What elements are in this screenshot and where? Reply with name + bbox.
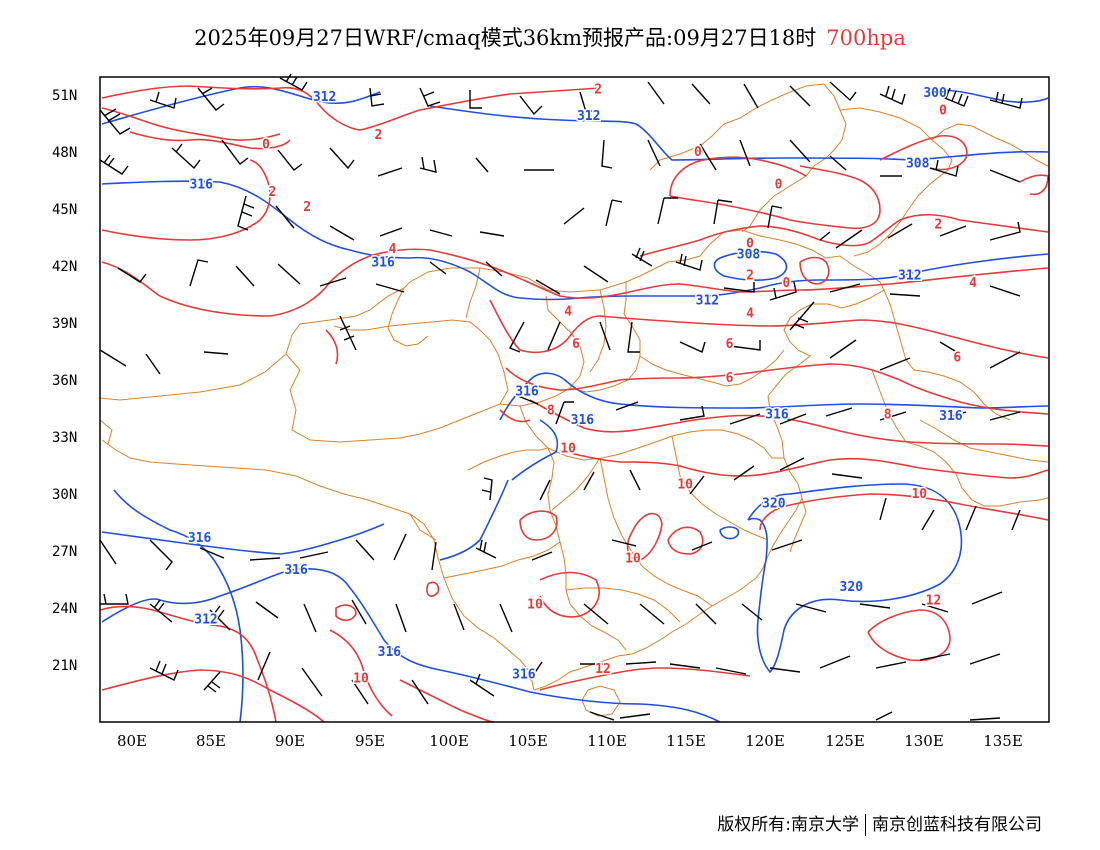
lon-label: 115E [666, 732, 706, 750]
lon-label: 90E [274, 732, 306, 750]
lon-label: 95E [354, 732, 386, 750]
geopotential-contour-label: 312 [313, 90, 336, 105]
lon-label: 100E [429, 732, 469, 750]
temperature-contour-label: 2 [374, 128, 382, 143]
temperature-contour-label: 2 [303, 200, 311, 215]
lon-label: 125E [825, 732, 865, 750]
lat-label: 39N [52, 316, 78, 332]
temperature-contour-label: 8 [884, 407, 892, 422]
temperature-contour-label: 0 [782, 276, 790, 291]
lon-label: 105E [508, 732, 548, 750]
temperature-contour-label: 0 [775, 177, 783, 192]
temperature-contour-label: 2 [268, 185, 276, 200]
temperature-contour-label: 2 [594, 82, 602, 97]
lat-label: 27N [52, 544, 78, 560]
lat-label: 48N [52, 145, 78, 161]
lat-label: 42N [52, 259, 78, 275]
temperature-contour-label: 0 [939, 103, 947, 118]
geopotential-labels: 312 312 300 308 316 316 308 312 312 316 316 316 316 3… [186, 85, 964, 684]
geopotential-contour-label: 316 [188, 531, 212, 546]
temperature-contour-label: 6 [726, 337, 734, 352]
map-frame [99, 76, 1050, 723]
geopotential-contour-label: 316 [189, 177, 213, 192]
lon-label: 120E [745, 732, 785, 750]
footer-separator [865, 814, 866, 836]
lon-label: 130E [904, 732, 944, 750]
boundary-lines [99, 83, 1049, 717]
title-level: 700hpa [826, 26, 906, 50]
temperature-contour-label: 12 [595, 662, 611, 677]
temperature-contours [99, 85, 1049, 723]
temperature-contour-label: 6 [572, 337, 580, 352]
temperature-contour-label: 2 [934, 217, 942, 232]
geopotential-contour-label: 316 [512, 668, 536, 683]
temperature-contour-label: 0 [262, 138, 270, 153]
temperature-contour-label: 0 [694, 145, 702, 160]
temperature-contour-label: 4 [969, 276, 977, 291]
lat-label: 36N [52, 373, 78, 389]
geopotential-contour-label: 316 [765, 407, 789, 422]
chart-title: 2025年09月27日WRF/cmaq模式36km预报产品:09月27日18时 7… [0, 22, 1100, 52]
geopotential-contour-label: 312 [577, 109, 600, 124]
temperature-contour-label: 10 [560, 442, 576, 457]
temperature-contour-label: 4 [746, 307, 754, 322]
geopotential-contour-label: 316 [371, 255, 395, 270]
lat-label: 24N [52, 601, 78, 617]
lat-label: 45N [52, 202, 78, 218]
geopotential-contour-label: 316 [571, 413, 595, 428]
temperature-contour-label: 10 [527, 597, 543, 612]
geopotential-contour-label: 312 [898, 269, 921, 284]
temperature-contour-label: 4 [389, 242, 397, 257]
temperature-contour-label: 0 [746, 236, 754, 251]
temperature-contour-label: 10 [911, 487, 927, 502]
copyright-footer: 版权所有:南京大学 南京创蓝科技有限公司 [717, 810, 1042, 836]
geopotential-contour-label: 320 [762, 497, 786, 512]
geopotential-contour-label: 316 [378, 645, 402, 660]
geopotential-contour-label: 308 [906, 157, 930, 172]
temperature-contour-label: 10 [677, 478, 693, 493]
geopotential-contour-label: 312 [194, 613, 217, 628]
temperature-contour-label: 8 [547, 404, 555, 419]
lat-label: 30N [52, 487, 78, 503]
geopotential-contour-label: 320 [840, 580, 864, 595]
geopotential-contour-label: 316 [939, 409, 963, 424]
lon-label: 85E [195, 732, 227, 750]
lat-label: 51N [52, 88, 78, 104]
temperature-contour-label: 10 [353, 671, 369, 686]
temperature-contour-label: 10 [625, 552, 641, 567]
geopotential-contours [101, 85, 1049, 723]
title-main: 2025年09月27日WRF/cmaq模式36km预报产品:09月27日18时 [194, 26, 817, 50]
lat-label: 33N [52, 430, 78, 446]
lon-label: 80E [116, 732, 148, 750]
geopotential-contour-label: 300 [923, 86, 947, 101]
geopotential-contour-label: 312 [696, 293, 719, 308]
copyright-company: 南京创蓝科技有限公司 [872, 815, 1042, 835]
geopotential-contour-label: 308 [737, 248, 761, 263]
copyright-owner: 版权所有:南京大学 [717, 815, 859, 835]
lat-label: 21N [52, 658, 78, 674]
lon-label: 135E [983, 732, 1023, 750]
temperature-contour-label: 6 [726, 371, 734, 386]
geopotential-contour-label: 316 [284, 563, 308, 578]
temperature-contour-label: 6 [953, 350, 961, 365]
lon-label: 110E [587, 732, 627, 750]
temperature-contour-label: 4 [564, 305, 572, 320]
geopotential-contour-label: 316 [515, 385, 539, 400]
temperature-contour-label: 2 [746, 269, 754, 284]
temperature-contour-label: 12 [926, 594, 942, 609]
wind-barbs [99, 73, 1023, 721]
